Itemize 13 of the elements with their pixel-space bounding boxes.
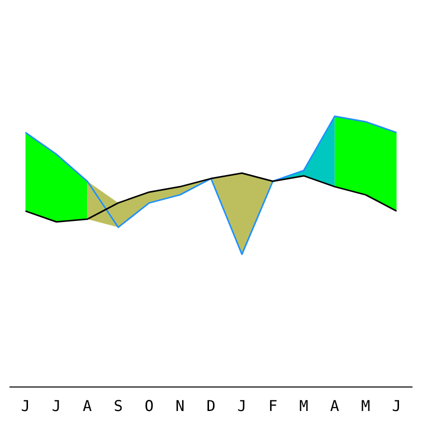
x-tick-label: J — [52, 396, 61, 415]
x-tick-label: F — [268, 396, 278, 415]
x-tick-label: J — [20, 396, 30, 415]
x-tick-label: S — [114, 396, 123, 415]
x-tick-label: J — [392, 396, 402, 415]
x-tick-label: M — [299, 396, 308, 415]
x-tick-label: O — [144, 396, 154, 415]
x-tick-label: D — [206, 396, 216, 415]
x-tick-label: A — [330, 396, 340, 415]
x-tick-label: M — [361, 396, 370, 415]
x-tick-label: A — [82, 396, 92, 415]
x-tick-label: N — [176, 396, 185, 415]
x-tick-label: J — [237, 396, 246, 415]
